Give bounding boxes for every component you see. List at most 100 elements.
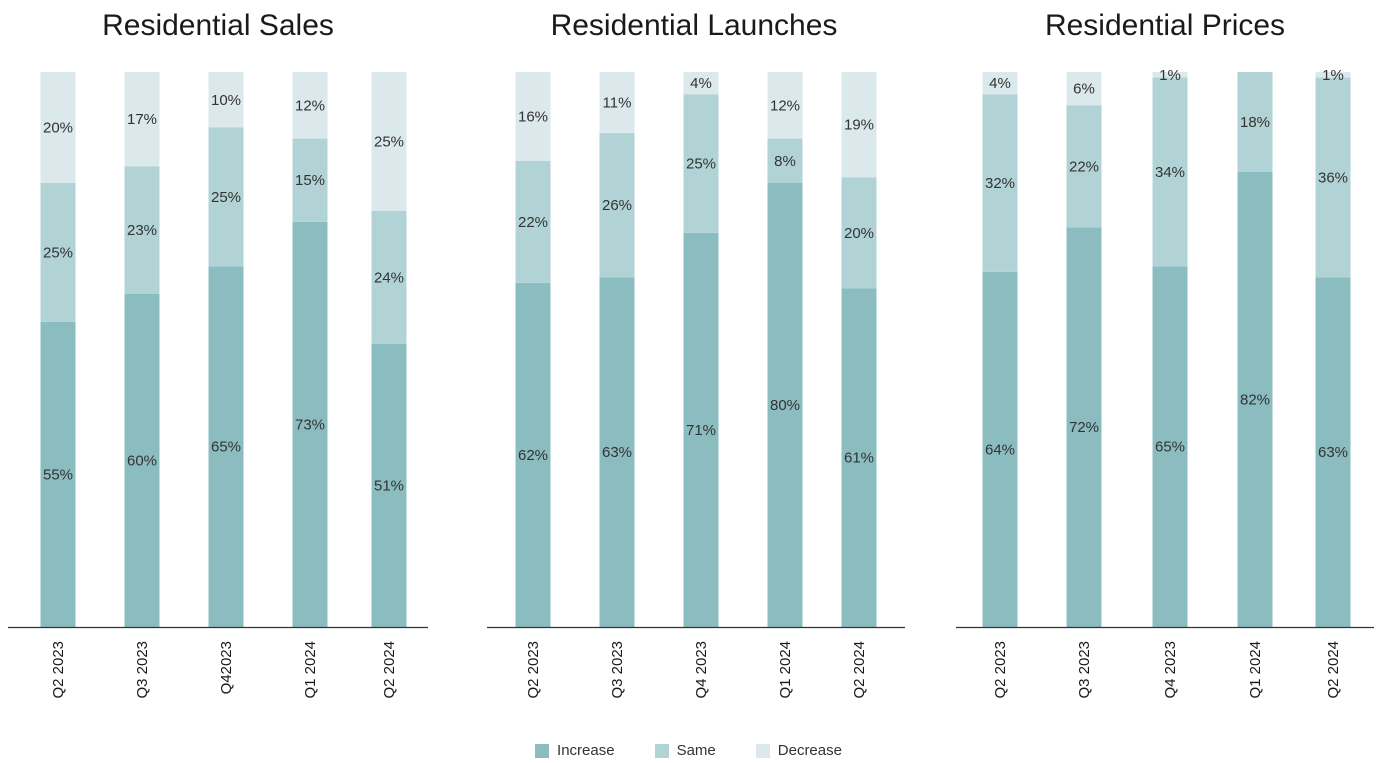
bar-same-q1-2024 (292, 138, 328, 222)
bar-same-q42023 (208, 127, 244, 267)
bar-increase-q1-2024 (767, 183, 803, 627)
x-tick-label: Q2 2024 (1325, 641, 1342, 699)
bar-same-q2-2023 (982, 94, 1018, 272)
bar-increase-q2-2024 (1315, 277, 1351, 627)
legend-item-same: Same (654, 742, 716, 759)
x-tick-label: Q4 2023 (1162, 641, 1179, 699)
chart-title: Residential Sales (102, 9, 334, 42)
data-label-same-q4-2023: 25% (686, 156, 716, 173)
chart-title: Residential Prices (1045, 9, 1285, 42)
data-label-increase-q42023: 65% (211, 439, 241, 456)
data-label-decrease-q3-2023: 6% (1073, 81, 1095, 98)
data-label-same-q2-2024: 20% (844, 225, 874, 242)
data-label-increase-q2-2024: 61% (844, 450, 874, 467)
x-tick-label: Q2 2024 (851, 641, 868, 699)
data-label-decrease-q3-2023: 17% (127, 111, 157, 128)
legend-swatch-same (654, 743, 669, 758)
bar-decrease-q2-2024 (1315, 72, 1351, 78)
bar-decrease-q2-2023 (515, 72, 551, 161)
x-tick-label: Q2 2023 (50, 641, 67, 699)
data-label-same-q1-2024: 18% (1240, 114, 1270, 131)
data-label-decrease-q2-2024: 1% (1322, 67, 1344, 84)
legend: Increase Same Decrease (0, 742, 1377, 759)
data-label-increase-q2-2024: 63% (1318, 444, 1348, 461)
data-label-increase-q4-2023: 65% (1155, 439, 1185, 456)
bar-decrease-q4-2023 (1152, 72, 1188, 78)
data-label-increase-q3-2023: 72% (1069, 419, 1099, 436)
x-tick-label: Q4 2023 (693, 641, 710, 699)
bar-increase-q3-2023 (599, 277, 635, 627)
chart-residential-sales: Residential Sales 55% 25% 20% Q2 2023 60% 23% 1… (8, 9, 428, 699)
data-label-decrease-q2-2023: 16% (518, 108, 548, 125)
data-label-decrease-q42023: 10% (211, 92, 241, 109)
bar-same-q3-2023 (1066, 105, 1102, 228)
bar-same-q3-2023 (599, 133, 635, 278)
data-label-decrease-q4-2023: 1% (1159, 67, 1181, 84)
chart-title: Residential Launches (551, 9, 838, 42)
legend-swatch-increase (535, 743, 550, 758)
data-label-same-q3-2023: 22% (1069, 158, 1099, 175)
x-tick-label: Q1 2024 (777, 641, 794, 699)
bar-increase-q2-2024 (371, 343, 407, 627)
data-label-decrease-q2-2024: 19% (844, 117, 874, 134)
x-tick-label: Q1 2024 (302, 641, 319, 699)
bar-same-q4-2023 (683, 94, 719, 233)
data-label-same-q3-2023: 26% (602, 197, 632, 214)
legend-label-decrease: Decrease (777, 742, 842, 759)
bar-increase-q4-2023 (683, 232, 719, 627)
bar-decrease-q3-2023 (124, 72, 160, 167)
data-label-decrease-q2-2024: 25% (374, 133, 404, 150)
data-label-increase-q1-2024: 82% (1240, 391, 1270, 408)
data-label-decrease-q1-2024: 12% (295, 97, 325, 114)
data-label-decrease-q1-2024: 12% (770, 97, 800, 114)
bar-decrease-q2-2023 (40, 72, 76, 183)
bar-same-q3-2023 (124, 166, 160, 294)
bar-same-q2-2023 (515, 160, 551, 283)
bar-same-q2-2024 (1315, 77, 1351, 278)
legend-item-decrease: Decrease (755, 742, 842, 759)
chart-residential-launches: Residential Launches 62% 22% 16% Q2 2023 63% 2… (487, 9, 905, 699)
bar-increase-q2-2023 (982, 271, 1018, 627)
bar-decrease-q42023 (208, 72, 244, 128)
bar-increase-q3-2023 (1066, 227, 1102, 627)
x-tick-label: Q2 2023 (992, 641, 1009, 699)
bar-decrease-q2-2024 (371, 72, 407, 211)
data-label-same-q2-2023: 22% (518, 214, 548, 231)
data-label-same-q1-2024: 15% (295, 172, 325, 189)
data-label-increase-q3-2023: 63% (602, 444, 632, 461)
legend-label-increase: Increase (557, 742, 615, 759)
data-label-decrease-q2-2023: 20% (43, 120, 73, 137)
bar-same-q1-2024 (767, 138, 803, 183)
legend-label-same: Same (676, 742, 716, 759)
data-label-increase-q1-2024: 80% (770, 397, 800, 414)
x-tick-label: Q3 2023 (1076, 641, 1093, 699)
bar-decrease-q4-2023 (683, 72, 719, 95)
x-tick-label: Q2 2023 (525, 641, 542, 699)
legend-item-increase: Increase (535, 742, 615, 759)
bar-same-q4-2023 (1152, 77, 1188, 267)
data-label-same-q1-2024: 8% (774, 153, 796, 170)
bar-decrease-q2-2024 (841, 72, 877, 178)
data-label-same-q42023: 25% (211, 189, 241, 206)
bar-increase-q1-2024 (292, 221, 328, 627)
bar-increase-q3-2023 (124, 294, 160, 627)
data-label-same-q2-2024: 24% (374, 269, 404, 286)
data-label-same-q2-2023: 32% (985, 175, 1015, 192)
bar-decrease-q2-2023 (982, 72, 1018, 95)
x-tick-label: Q2 2024 (381, 641, 398, 699)
data-label-increase-q2-2023: 55% (43, 466, 73, 483)
bar-decrease-q3-2023 (599, 72, 635, 134)
data-label-increase-q3-2023: 60% (127, 453, 157, 470)
bar-increase-q2-2023 (40, 321, 76, 627)
data-label-increase-q4-2023: 71% (686, 422, 716, 439)
legend-swatch-decrease (755, 743, 770, 758)
data-label-decrease-q4-2023: 4% (690, 75, 712, 92)
data-label-same-q3-2023: 23% (127, 222, 157, 239)
bar-same-q2-2024 (841, 177, 877, 289)
data-label-increase-q1-2024: 73% (295, 416, 325, 433)
bar-decrease-q1-2024 (292, 72, 328, 139)
bar-decrease-q1-2024 (767, 72, 803, 139)
bar-same-q1-2024 (1237, 72, 1273, 172)
bar-increase-q4-2023 (1152, 266, 1188, 627)
